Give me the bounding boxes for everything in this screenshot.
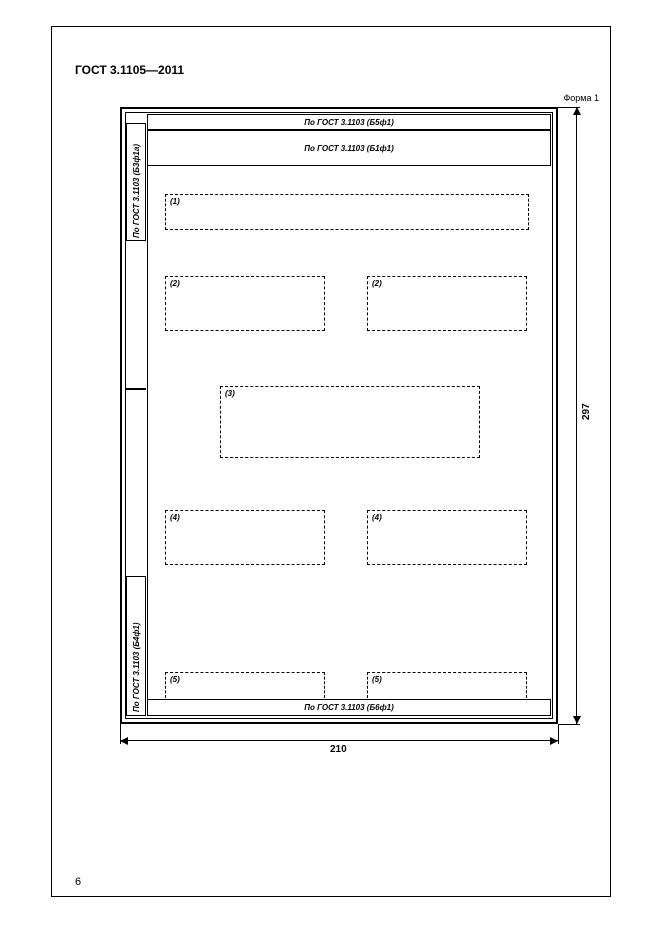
zone-1: (1)	[165, 194, 529, 230]
zone-1-label: (1)	[170, 197, 180, 206]
standard-header: ГОСТ 3.1105—2011	[75, 63, 184, 77]
zone-4-left: (4)	[165, 510, 325, 565]
zone-3-label: (3)	[225, 389, 235, 398]
page-number: 6	[75, 876, 81, 888]
dim-height-line	[576, 107, 577, 724]
zone-5-left: (5)	[165, 672, 325, 698]
zone-5-right: (5)	[367, 672, 527, 698]
dim-width-label: 210	[330, 744, 347, 755]
content-left-border	[147, 166, 148, 713]
sidebar-label-bottom: По ГОСТ 3.1103 (Б4ф1)	[132, 622, 141, 712]
footer-strip: По ГОСТ 3.1103 (Б6ф1)	[147, 699, 551, 716]
sidebar-label-top: По ГОСТ 3.1103 (Б3ф1а)	[132, 144, 141, 238]
zone-4-right-label: (4)	[372, 513, 382, 522]
header-strip-2-label: По ГОСТ 3.1103 (Б1ф1)	[304, 144, 394, 153]
dim-width-line	[120, 740, 558, 741]
header-strip-1: По ГОСТ 3.1103 (Б5ф1)	[147, 114, 551, 130]
zone-5-right-label: (5)	[372, 675, 382, 684]
zone-2-right: (2)	[367, 276, 527, 331]
form-label: Форма 1	[563, 93, 599, 103]
dim-height-ext-bottom	[558, 724, 580, 725]
dim-width-ext-right	[558, 724, 559, 744]
sidebar-notch	[126, 388, 146, 390]
zone-2-left: (2)	[165, 276, 325, 331]
zone-5-left-label: (5)	[170, 675, 180, 684]
zone-2-right-label: (2)	[372, 279, 382, 288]
zone-4-right: (4)	[367, 510, 527, 565]
zone-2-left-label: (2)	[170, 279, 180, 288]
zone-4-left-label: (4)	[170, 513, 180, 522]
dim-height-label: 297	[581, 403, 592, 420]
footer-strip-label: По ГОСТ 3.1103 (Б6ф1)	[304, 703, 394, 712]
header-strip-2: По ГОСТ 3.1103 (Б1ф1)	[147, 130, 551, 166]
header-strip-1-label: По ГОСТ 3.1103 (Б5ф1)	[304, 118, 394, 127]
zone-3: (3)	[220, 386, 480, 458]
